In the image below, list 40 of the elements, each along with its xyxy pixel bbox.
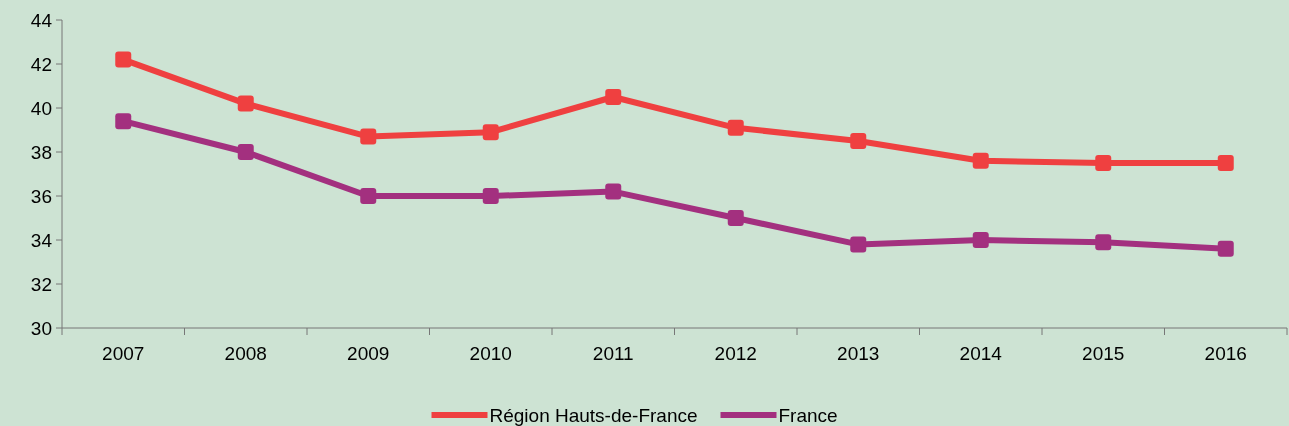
y-tick-label: 34 xyxy=(30,229,53,251)
point xyxy=(605,183,622,200)
point xyxy=(237,144,254,160)
point xyxy=(115,113,132,130)
x-tick-label: 2009 xyxy=(347,343,390,364)
legend-label: Région Hauts-de-France xyxy=(489,404,698,426)
point xyxy=(605,89,622,105)
point xyxy=(237,95,254,112)
point xyxy=(1217,240,1234,257)
point xyxy=(360,188,377,204)
point xyxy=(360,128,377,145)
point xyxy=(1095,155,1112,171)
point xyxy=(727,210,744,226)
x-tick-label: 2013 xyxy=(837,343,880,364)
point xyxy=(850,133,867,149)
y-tick-label: 42 xyxy=(30,53,52,75)
point xyxy=(850,236,867,253)
y-tick-label: 40 xyxy=(30,97,52,119)
y-tick-label: 30 xyxy=(30,317,52,339)
point xyxy=(972,232,989,248)
x-tick-label: 2010 xyxy=(469,343,512,364)
x-tick-label: 2008 xyxy=(224,343,267,364)
point xyxy=(972,152,989,169)
point xyxy=(482,188,499,204)
x-tick-label: 2012 xyxy=(714,343,757,364)
x-tick-label: 2011 xyxy=(592,343,634,364)
y-tick-label: 38 xyxy=(30,141,52,163)
x-tick-label: 2015 xyxy=(1082,343,1125,364)
y-tick-label: 44 xyxy=(30,9,53,31)
legend-label: France xyxy=(778,404,838,426)
point xyxy=(727,119,744,136)
point xyxy=(115,51,132,68)
y-tick-label: 32 xyxy=(30,273,52,295)
x-tick-label: 2016 xyxy=(1204,343,1247,364)
point xyxy=(1217,155,1234,171)
x-tick-label: 2014 xyxy=(959,343,1003,364)
x-tick-label: 2007 xyxy=(102,343,145,364)
point xyxy=(482,124,499,141)
y-tick-label: 36 xyxy=(30,185,52,207)
point xyxy=(1095,234,1112,251)
